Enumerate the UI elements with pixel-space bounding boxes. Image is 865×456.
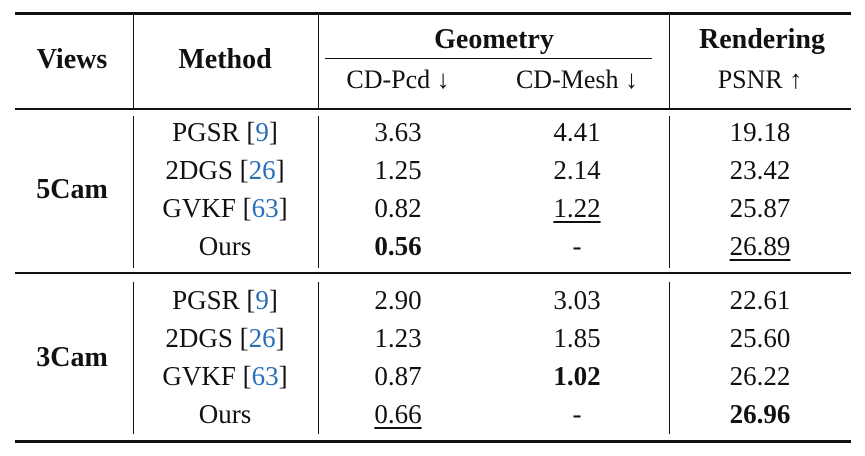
psnr-cell: 26.22 [729,361,791,391]
col-separator [318,15,319,108]
col-separator [133,15,134,108]
cd-mesh-cell: 2.14 [553,155,601,185]
cd-pcd-cell: 3.63 [374,117,422,147]
group-rule [15,272,851,274]
col-separator [669,15,670,108]
psnr-cell: 26.96 [729,399,791,429]
cd-pcd-cell: 0.66 [374,399,422,429]
method-cell: PGSR [9] [172,285,278,315]
col-separator [669,116,670,268]
header-psnr: PSNR ↑ [717,65,803,94]
cd-mesh-cell: 1.02 [553,361,601,391]
method-cell: 2DGS [26] [165,155,285,185]
citation-link[interactable]: 9 [255,285,269,315]
cd-mesh-cell: 3.03 [553,285,601,315]
citation-link[interactable]: 63 [251,193,279,223]
method-cell: GVKF [63] [162,361,288,391]
header-rendering: Rendering [699,24,825,55]
top-rule [15,12,851,15]
cd-mesh-cell: 1.22 [553,193,601,223]
geometry-rule [325,58,652,59]
psnr-cell: 23.42 [729,155,791,185]
cd-mesh-cell: - [572,399,582,429]
psnr-cell: 19.18 [729,117,791,147]
header-method: Method [178,44,272,75]
psnr-cell: 25.87 [729,193,791,223]
cd-mesh-cell: 4.41 [553,117,601,147]
cd-pcd-cell: 0.82 [374,193,422,223]
view-label: 3Cam [36,342,108,373]
citation-link[interactable]: 26 [248,323,276,353]
col-separator [318,282,319,434]
header-cd-mesh: CD-Mesh ↓ [515,65,639,94]
citation-link[interactable]: 9 [255,117,269,147]
psnr-cell: 25.60 [729,323,791,353]
view-label: 5Cam [36,174,108,205]
cd-pcd-cell: 2.90 [374,285,422,315]
cd-pcd-cell: 1.25 [374,155,422,185]
method-cell: 2DGS [26] [165,323,285,353]
header-geometry: Geometry [434,24,554,55]
method-cell: GVKF [63] [162,193,288,223]
cd-pcd-cell: 0.56 [374,231,422,261]
header-views: Views [36,44,108,75]
col-separator [133,116,134,268]
psnr-cell: 22.61 [729,285,791,315]
citation-link[interactable]: 63 [251,361,279,391]
col-separator [318,116,319,268]
bottom-rule [15,440,851,443]
cd-mesh-cell: - [572,231,582,261]
method-cell: Ours [198,231,252,261]
header-cd-pcd: CD-Pcd ↓ [346,65,450,94]
cd-mesh-cell: 1.85 [553,323,601,353]
method-cell: Ours [198,399,252,429]
cd-pcd-cell: 1.23 [374,323,422,353]
col-separator [669,282,670,434]
psnr-cell: 26.89 [729,231,791,261]
col-separator [133,282,134,434]
citation-link[interactable]: 26 [248,155,276,185]
cd-pcd-cell: 0.87 [374,361,422,391]
header-rule [15,108,851,110]
method-cell: PGSR [9] [172,117,278,147]
